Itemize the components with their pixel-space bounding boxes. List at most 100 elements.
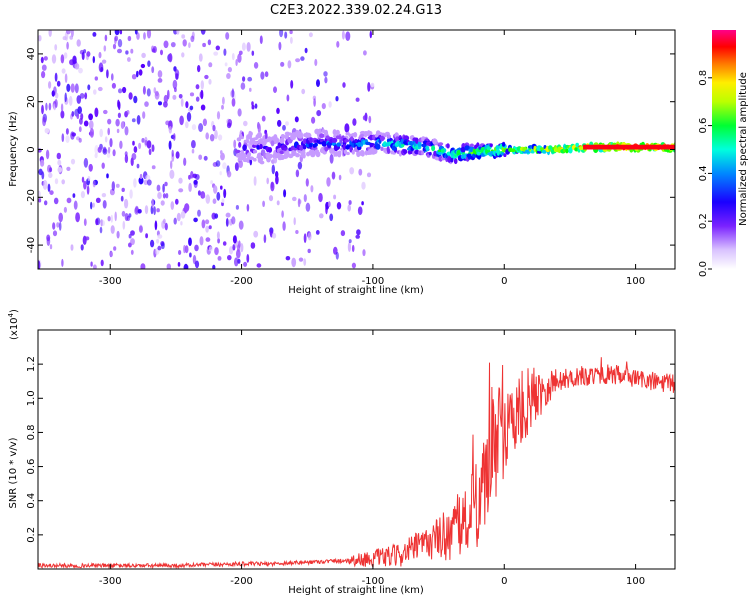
spectrogram-cell	[303, 194, 307, 203]
spectrogram-cell	[369, 134, 374, 141]
spectrogram-cell	[42, 116, 47, 127]
spectrogram-cell	[349, 167, 355, 175]
spectrogram-cell	[221, 104, 224, 110]
x-tick-label: -200	[230, 576, 253, 587]
spectrogram-cell	[208, 246, 213, 252]
spectrogram-cell	[367, 130, 373, 136]
spectrogram-cell	[165, 193, 169, 199]
spectrogram-cell	[98, 51, 102, 59]
spectrogram-cell	[284, 31, 288, 39]
spectrogram-cell	[316, 110, 322, 117]
spectrogram-cell	[361, 201, 364, 206]
y-tick-label: -40	[26, 237, 37, 253]
spectrogram-cell	[121, 187, 125, 192]
spectrogram-cell	[338, 174, 342, 181]
spectrogram-cell	[248, 131, 253, 137]
spectrogram-cell	[160, 49, 163, 56]
spectrogram-cell	[92, 202, 95, 208]
spectrogram-cell	[220, 152, 225, 161]
spectrogram-cell	[175, 151, 180, 159]
spectrogram-cell	[114, 35, 119, 42]
spectrogram-cell	[106, 152, 111, 158]
spectrogram-cell	[172, 79, 178, 90]
spectrogram-cell	[575, 142, 579, 148]
spectrogram-cell	[403, 135, 410, 141]
spectrogram-cell	[297, 198, 301, 208]
spectrogram-cell	[100, 259, 104, 267]
spectrogram-cell	[314, 58, 318, 67]
colorbar: 0.0 0.2 0.4 0.6 0.8 Normalized spectral ampl…	[698, 30, 749, 277]
spectrogram-cell	[141, 138, 145, 143]
spectrogram-cell	[143, 179, 148, 186]
spectrogram-cell	[130, 230, 135, 236]
spectrogram-cell	[374, 133, 379, 138]
spectrogram-cell	[168, 140, 172, 150]
spectrogram-cell	[125, 50, 129, 55]
spectrogram-cell	[486, 146, 491, 151]
spectrogram-cell	[140, 263, 146, 269]
spectrogram-cell	[363, 50, 367, 56]
spectrogram-cell	[331, 171, 336, 180]
spectrogram-cell	[52, 230, 58, 237]
spectrogram-cell	[241, 42, 246, 51]
spectrogram-cell	[109, 138, 113, 148]
spectrogram-cell	[216, 231, 220, 240]
spectrogram-cell	[205, 194, 211, 204]
spectrogram-cell	[99, 128, 103, 138]
spectrogram-cell	[101, 162, 105, 169]
y-tick-label: 0	[26, 146, 37, 152]
spectrogram-cell	[266, 155, 273, 159]
spectrogram-cell	[151, 198, 154, 209]
spectrogram-cell	[198, 154, 203, 160]
spectrogram-cell	[362, 115, 367, 121]
spectrogram-cell	[347, 204, 352, 212]
spectrogram-cell	[124, 154, 129, 164]
spectrogram-cell	[370, 82, 375, 88]
spectrogram-cell	[342, 144, 347, 151]
spectrogram-cell	[80, 191, 85, 199]
spectrogram-cell	[217, 238, 221, 244]
spectrogram-cell	[351, 262, 356, 269]
x-tick-label: -300	[99, 276, 122, 287]
spectrogram-cell	[200, 104, 206, 111]
spectrogram-cell	[62, 36, 67, 41]
spectrogram-cell	[81, 176, 85, 183]
spectrogram-cell	[490, 150, 494, 155]
spectrogram-cell	[350, 136, 354, 142]
spectrogram-cell	[253, 62, 259, 69]
spectrogram-cell	[340, 230, 346, 237]
spectrogram-cell	[167, 89, 170, 100]
spectrogram-cell	[157, 78, 163, 83]
spectrogram-cell	[358, 168, 363, 176]
spectrogram-cell	[434, 156, 440, 161]
spectrogram-cell	[202, 193, 206, 199]
spectrogram-cell	[60, 110, 65, 119]
spectrogram-cell	[188, 182, 192, 192]
spectrogram-cell	[387, 134, 391, 139]
spectrogram-cell	[44, 128, 50, 134]
spectrogram-cell	[208, 225, 212, 230]
spectrogram-cell	[197, 65, 201, 73]
spectrogram-cell	[290, 80, 294, 89]
spectrogram-cell	[61, 68, 66, 74]
spectrogram-cell	[205, 225, 209, 233]
spectrogram-cell	[65, 135, 70, 144]
spectrogram-cell	[63, 52, 68, 59]
spectrogram-cell	[301, 88, 306, 95]
spectrogram-cell	[71, 132, 76, 137]
spectrogram-cell	[180, 98, 184, 107]
y-tick-label: 0.6	[26, 459, 37, 475]
spectrogram-cell	[189, 252, 192, 258]
spectrogram-cell	[129, 189, 133, 199]
spectrogram-cell	[66, 166, 71, 171]
spectrogram-cell	[126, 110, 130, 115]
spectrogram-cell	[74, 63, 80, 70]
spectrogram-cell	[199, 236, 204, 246]
spectrogram-cell	[574, 147, 578, 152]
spectrogram-cell	[173, 133, 176, 141]
spectrogram-cell	[197, 209, 201, 217]
spectrogram-cell	[184, 245, 189, 254]
spectrogram-cell	[73, 200, 78, 210]
spectrogram-cell	[45, 102, 48, 111]
snr-frame	[37, 329, 676, 570]
